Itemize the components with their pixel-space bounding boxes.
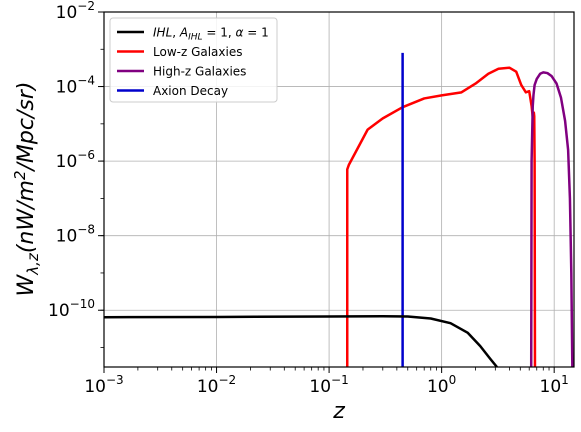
legend: IHL, AIHL = 1, α = 1 Low-z Galaxies High-z… <box>109 17 278 103</box>
series-line-ihl-a-ihl-1-1 <box>104 314 498 367</box>
series-line-high-z-galaxies <box>529 71 574 367</box>
y-tick-label: 10−8 <box>56 223 95 247</box>
legend-label-high-z-galaxies: High-z Galaxies <box>153 65 246 79</box>
x-tick-label: 10−2 <box>197 373 236 397</box>
ticks <box>98 11 555 373</box>
legend-label-ihl-a-ihl-1-1: IHL, AIHL = 1, α = 1 <box>153 26 269 43</box>
y-tick-label: 10−6 <box>56 148 95 172</box>
x-axis-label: z <box>332 399 345 424</box>
y-tick-label: 10−4 <box>56 74 95 98</box>
x-tick-label: 10−1 <box>309 373 348 397</box>
series-layer <box>104 52 574 367</box>
y-axis-label: Wλ,z(nW/m2/Mpc/sr) <box>11 82 42 297</box>
tick-labels: 10−3 10−2 10−1 100 101 10−10 10−8 10−6 10−4 10−2 <box>48 0 569 397</box>
legend-label-low-z-galaxies: Low-z Galaxies <box>153 45 242 59</box>
y-tick-label: 10−10 <box>48 297 95 321</box>
x-tick-label: 101 <box>540 373 569 397</box>
y-tick-label: 10−2 <box>56 0 95 23</box>
plot-frame <box>103 11 575 368</box>
x-tick-label: 10−3 <box>84 373 123 397</box>
legend-box <box>109 17 278 103</box>
x-tick-label: 100 <box>427 373 456 397</box>
legend-label-axion-decay: Axion Decay <box>153 84 228 98</box>
